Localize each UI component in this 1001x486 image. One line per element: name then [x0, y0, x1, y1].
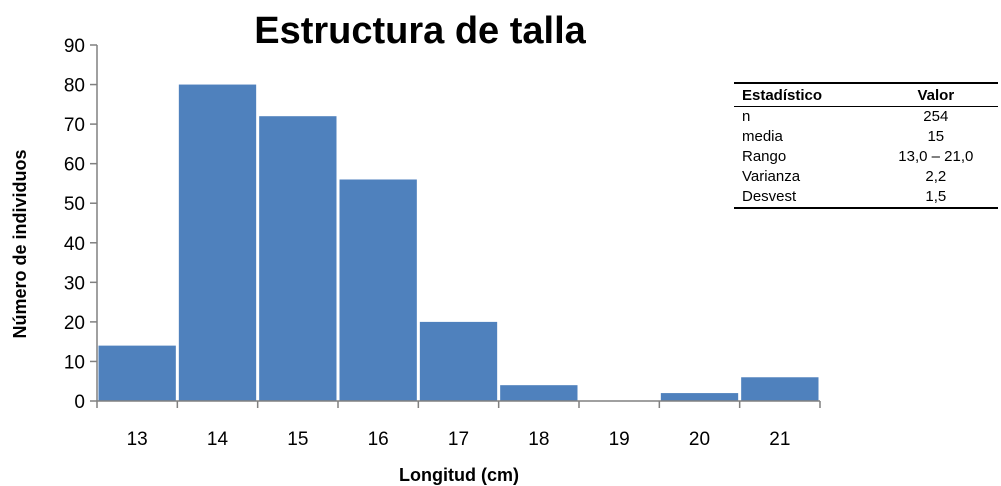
stats-header-value: Valor — [869, 82, 998, 107]
x-tick-label: 21 — [769, 429, 790, 450]
stats-label: Varianza — [742, 168, 801, 185]
bars-group — [98, 84, 819, 402]
stats-row: Varianza 2,2 — [734, 167, 998, 187]
y-tick-label: 50 — [64, 194, 85, 215]
stats-row: Desvest 1,5 — [734, 187, 998, 209]
y-tick-label: 80 — [64, 76, 85, 97]
x-tick-label: 16 — [368, 429, 389, 450]
stats-label: Rango — [742, 148, 787, 165]
y-tick-label: 70 — [64, 115, 85, 136]
x-tick-label: 19 — [609, 429, 630, 450]
stats-value: 15 — [927, 128, 945, 145]
bar-20 — [660, 393, 739, 401]
x-tick-label: 14 — [207, 429, 229, 450]
y-tick-label: 20 — [64, 313, 85, 334]
stats-value: 254 — [923, 108, 949, 125]
stats-value: 2,2 — [925, 168, 947, 185]
y-tick-label: 60 — [64, 155, 85, 176]
y-tick-label: 10 — [64, 352, 85, 373]
x-tick-label: 13 — [127, 429, 148, 450]
y-tick-label: 90 — [64, 36, 85, 57]
axes-group — [96, 45, 820, 402]
y-axis-title: Número de individuos — [10, 149, 30, 338]
bar-16 — [339, 179, 417, 401]
y-tick-label: 30 — [64, 273, 85, 294]
bar-14 — [178, 84, 257, 402]
stats-value: 13,0 – 21,0 — [898, 148, 974, 165]
stats-table-header-row: Estadístico Valor — [734, 82, 998, 107]
bar-21 — [741, 377, 819, 401]
stats-label: Desvest — [734, 187, 870, 209]
x-tick-label: 20 — [689, 429, 710, 450]
x-axis-title: Longitud (cm) — [399, 465, 519, 485]
bar-17 — [419, 321, 498, 401]
stats-row: Rango 13,0 – 21,0 — [734, 147, 998, 167]
bar-15 — [259, 116, 337, 401]
stats-table: Estadístico Valor n 254 media 15 Rango 1… — [734, 82, 998, 209]
x-ticks-group: 13 14 15 16 17 18 19 20 21 — [96, 401, 821, 450]
stats-value: 1,5 — [869, 187, 998, 209]
x-tick-label: 17 — [448, 429, 469, 450]
y-tick-label: 0 — [74, 392, 85, 413]
x-tick-label: 15 — [287, 429, 308, 450]
stats-label: media — [742, 128, 783, 145]
stats-header-statistic: Estadístico — [734, 82, 870, 107]
stats-label: n — [742, 108, 751, 125]
x-tick-label: 18 — [528, 429, 549, 450]
stats-row: n 254 — [734, 107, 998, 128]
bar-18 — [500, 385, 578, 401]
bar-13 — [98, 345, 176, 401]
stats-row: media 15 — [734, 127, 998, 147]
y-ticks-group: 0 10 20 30 40 50 60 70 80 90 — [64, 36, 97, 413]
chart-title: Estructura de talla — [254, 10, 586, 52]
y-tick-label: 40 — [64, 234, 85, 255]
